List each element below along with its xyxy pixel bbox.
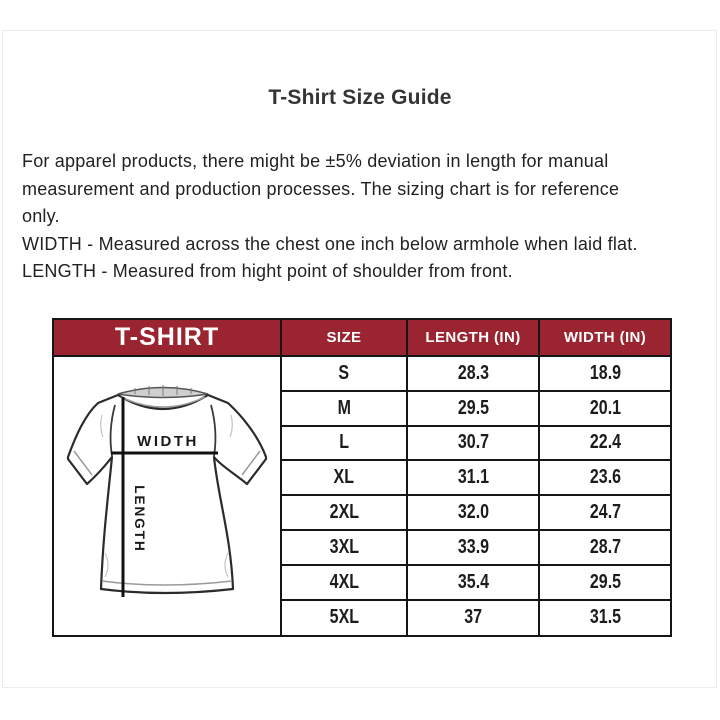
length-cell: 31.1 xyxy=(408,461,540,497)
width-measurement-label: WIDTH xyxy=(137,433,199,450)
length-cell: 35.4 xyxy=(408,565,540,601)
width-cell: 28.7 xyxy=(540,530,670,566)
width-value: 29.5 xyxy=(589,570,621,593)
length-value: 31.1 xyxy=(457,466,489,489)
table-header-product: T-SHIRT xyxy=(54,320,282,357)
length-value: 28.3 xyxy=(457,361,489,384)
width-value: 28.7 xyxy=(589,535,621,558)
size-cell: 5XL xyxy=(282,600,408,636)
tshirt-right-sleeve-hem xyxy=(241,450,261,476)
size-cell: XL xyxy=(282,461,408,497)
width-value: 24.7 xyxy=(589,501,621,524)
width-cell: 29.5 xyxy=(540,565,670,601)
tshirt-diagram-cell: WIDTH LENGTH xyxy=(54,357,282,636)
size-cell: 3XL xyxy=(282,530,408,566)
table-header-width-label: WIDTH (IN) xyxy=(563,329,647,346)
size-chart-table: T-SHIRT SIZE LENGTH (IN) WIDTH (IN) xyxy=(52,318,672,638)
width-value: 23.6 xyxy=(589,466,621,489)
width-definition-note: WIDTH - Measured across the chest one in… xyxy=(22,233,638,254)
size-value: XL xyxy=(333,466,355,489)
width-cell: 24.7 xyxy=(540,496,670,531)
length-value: 32.0 xyxy=(457,501,489,524)
length-cell: 37 xyxy=(408,600,540,636)
tshirt-bottom-hem xyxy=(101,580,233,586)
size-value: L xyxy=(339,431,349,454)
size-value: S xyxy=(338,361,350,384)
width-value: 31.5 xyxy=(589,606,621,629)
length-cell: 28.3 xyxy=(408,357,540,392)
size-cell: L xyxy=(282,426,408,462)
tshirt-collar-inner-line xyxy=(120,396,206,408)
tshirt-left-sleeve-hem xyxy=(73,450,93,476)
length-value: 37 xyxy=(464,606,482,629)
tshirt-measurement-diagram: WIDTH LENGTH xyxy=(66,385,268,597)
length-value: 33.9 xyxy=(457,535,489,558)
table-header-length-label: LENGTH (IN) xyxy=(425,329,521,346)
tshirt-outline xyxy=(66,393,268,595)
size-value: 4XL xyxy=(329,570,359,593)
size-cell: 2XL xyxy=(282,496,408,531)
width-cell: 18.9 xyxy=(540,357,670,392)
table-header-length: LENGTH (IN) xyxy=(408,320,540,357)
deviation-note-line: measurement and production processes. Th… xyxy=(22,178,620,199)
table-header-size-label: SIZE xyxy=(326,329,362,346)
length-cell: 30.7 xyxy=(408,426,540,462)
length-definition-note: LENGTH - Measured from hight point of sh… xyxy=(22,261,513,281)
length-cell: 32.0 xyxy=(408,496,540,531)
table-header-size: SIZE xyxy=(282,320,408,357)
length-measurement-label: LENGTH xyxy=(132,485,147,553)
table-header-product-label: T-SHIRT xyxy=(114,323,220,351)
width-cell: 23.6 xyxy=(540,461,670,497)
size-cell: M xyxy=(282,391,408,427)
length-cell: 33.9 xyxy=(408,530,540,566)
width-cell: 31.5 xyxy=(540,600,670,636)
size-cell: S xyxy=(282,357,408,392)
deviation-note-line: For apparel products, there might be ±5%… xyxy=(22,151,609,171)
table-header-width: WIDTH (IN) xyxy=(540,320,670,357)
width-cell: 20.1 xyxy=(540,391,670,427)
width-cell: 22.4 xyxy=(540,426,670,462)
notes-block: For apparel products, there might be ±5%… xyxy=(22,148,698,286)
size-cell: 4XL xyxy=(282,565,408,601)
width-value: 20.1 xyxy=(589,396,621,419)
size-value: 5XL xyxy=(329,606,359,629)
size-value: 3XL xyxy=(329,535,359,558)
size-value: 2XL xyxy=(329,501,359,524)
width-value: 22.4 xyxy=(589,431,621,454)
length-value: 30.7 xyxy=(457,431,489,454)
length-cell: 29.5 xyxy=(408,391,540,427)
size-value: M xyxy=(337,396,351,419)
length-value: 29.5 xyxy=(457,396,489,419)
page-title: T-Shirt Size Guide xyxy=(268,86,452,109)
width-value: 18.9 xyxy=(589,361,621,384)
length-value: 35.4 xyxy=(457,570,489,593)
deviation-note-line: only. xyxy=(22,206,60,226)
